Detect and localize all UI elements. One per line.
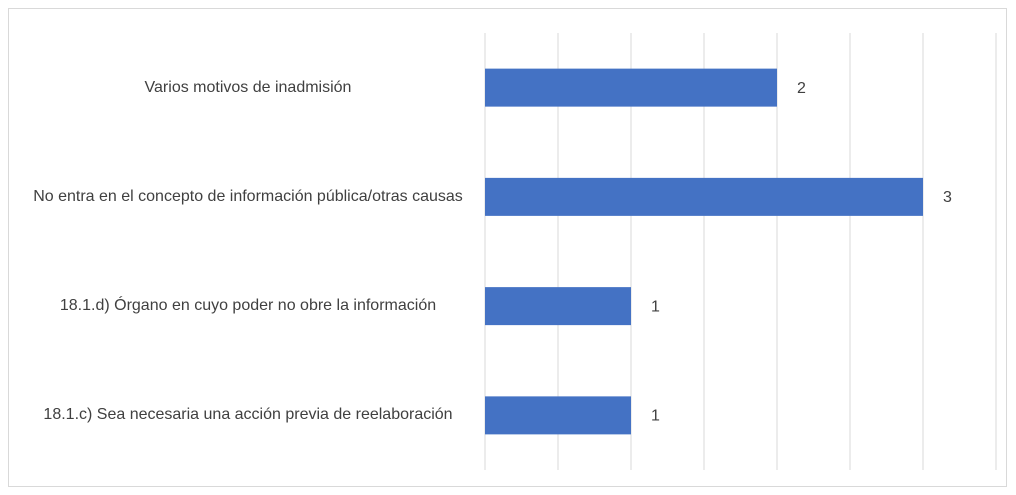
category-label: 18.1.c) Sea necesaria una acción previa … <box>43 406 453 424</box>
category-label: 18.1.d) Órgano en cuyo poder no obre la … <box>59 297 437 315</box>
category-label: No entra en el concepto de información p… <box>33 187 463 205</box>
value-label: 1 <box>651 298 660 315</box>
bar <box>485 287 631 326</box>
value-label: 1 <box>651 408 660 425</box>
bar <box>485 396 631 435</box>
bar <box>485 68 777 107</box>
value-label: 2 <box>797 80 806 97</box>
category-label: Varios motivos de inadmisión <box>144 78 352 96</box>
value-label: 3 <box>943 189 952 206</box>
bar <box>485 177 923 216</box>
